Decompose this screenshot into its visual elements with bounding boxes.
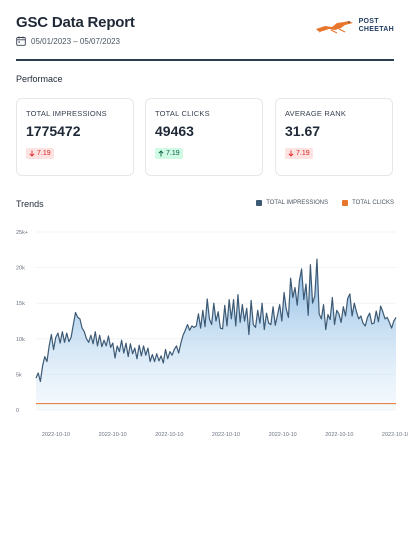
x-tick-label: 2022-10-10 — [212, 432, 240, 438]
impressions-area — [36, 259, 396, 410]
performance-section-label: Performace — [16, 74, 63, 84]
date-range: 05/01/2023 – 05/07/2023 — [16, 36, 120, 46]
trends-chart: 25k+ 20k 15k 10k 5k 0 2022-10-10 2022-10-10 202… — [16, 230, 408, 438]
card-value: 49463 — [155, 123, 194, 139]
impressions-card: TOTAL IMPRESSIONS 1775472 7.19 — [16, 98, 134, 176]
y-tick-label: 0 — [16, 408, 19, 414]
post-cheetah-logo[interactable]: POST CHEETAH — [315, 18, 394, 34]
change-badge: 7.19 — [155, 148, 183, 159]
change-value: 7.19 — [296, 150, 310, 157]
x-tick-label: 2022-10-10 — [382, 432, 408, 438]
y-tick-label: 20k — [16, 266, 25, 272]
change-value: 7.19 — [166, 150, 180, 157]
header-divider — [16, 59, 394, 61]
card-label: AVERAGE RANK — [285, 109, 347, 118]
card-label: TOTAL IMPRESSIONS — [26, 109, 107, 118]
date-range-text: 05/01/2023 – 05/07/2023 — [31, 36, 120, 46]
calendar-icon — [16, 36, 26, 46]
x-tick-label: 2022-10-10 — [325, 432, 353, 438]
legend-clicks[interactable]: TOTAL CLICKS — [342, 200, 394, 206]
change-badge: 7.19 — [285, 148, 313, 159]
legend-swatch — [342, 200, 349, 206]
arrow-down-icon — [29, 150, 35, 157]
report-header: GSC Data Report 05/01/2023 – 05/07/2023 … — [16, 14, 394, 62]
arrow-up-icon — [158, 150, 164, 157]
impressions-line — [35, 258, 397, 383]
change-value: 7.19 — [37, 150, 51, 157]
rank-card: AVERAGE RANK 31.67 7.19 — [275, 98, 393, 176]
chart-legend: TOTAL IMPRESSIONS TOTAL CLICKS — [256, 200, 394, 206]
card-value: 31.67 — [285, 123, 321, 139]
logo-line1: POST — [358, 18, 379, 25]
cheetah-icon — [315, 21, 353, 34]
x-tick-label: 2022-10-10 — [155, 432, 183, 438]
change-badge: 7.19 — [26, 148, 54, 159]
page-title: GSC Data Report — [16, 14, 135, 31]
logo-line2: CHEETAH — [358, 26, 394, 33]
clicks-card: TOTAL CLICKS 49463 7.19 — [145, 98, 263, 176]
x-tick-label: 2022-10-10 — [99, 432, 127, 438]
legend-swatch — [256, 200, 263, 206]
y-tick-label: 10k — [16, 337, 25, 343]
x-tick-label: 2022-10-10 — [42, 432, 70, 438]
arrow-down-icon — [288, 150, 294, 157]
card-label: TOTAL CLICKS — [155, 109, 210, 118]
legend-label: TOTAL IMPRESSIONS — [266, 200, 329, 206]
legend-impressions[interactable]: TOTAL IMPRESSIONS — [256, 200, 328, 206]
card-value: 1775472 — [26, 123, 81, 139]
y-tick-label: 25k+ — [16, 230, 28, 236]
y-tick-label: 15k — [16, 301, 25, 307]
y-tick-label: 5k — [16, 372, 22, 378]
x-tick-label: 2022-10-10 — [269, 432, 297, 438]
trends-section-label: Trends — [16, 199, 44, 209]
legend-label: TOTAL CLICKS — [352, 200, 394, 206]
